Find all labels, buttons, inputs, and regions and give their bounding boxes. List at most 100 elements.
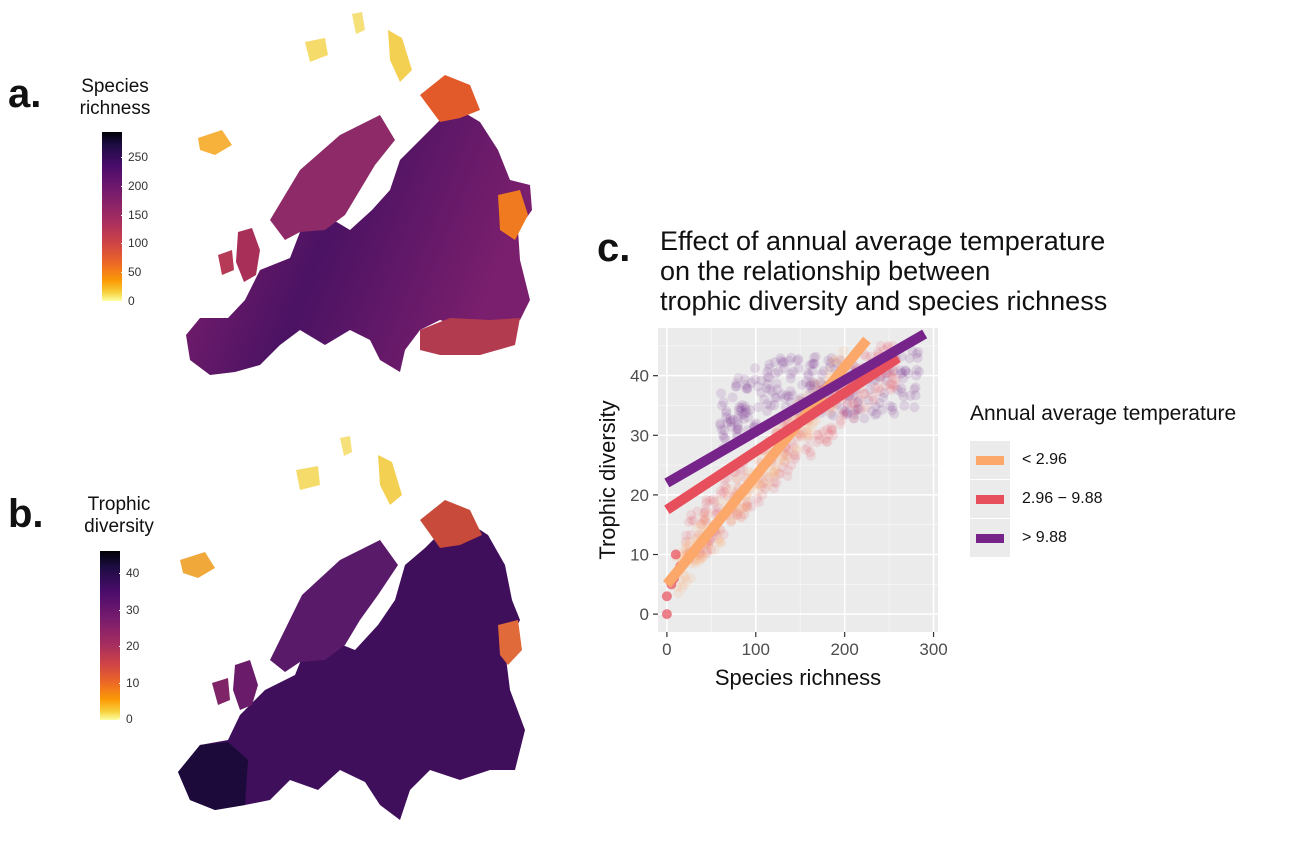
data-point: [764, 472, 775, 483]
data-point: [774, 468, 785, 479]
data-point: [811, 437, 822, 448]
colorbar-tick-label: 0: [119, 712, 133, 726]
data-point: [731, 473, 742, 484]
data-point: [791, 445, 802, 456]
data-point: [740, 408, 751, 419]
data-point: [867, 406, 878, 417]
data-point: [746, 377, 757, 388]
ural-edge: [498, 190, 528, 240]
data-point: [802, 430, 813, 441]
data-point: [911, 370, 922, 381]
data-point: [820, 433, 831, 444]
legend-swatch: [976, 456, 1004, 465]
fit-line: [663, 336, 871, 588]
data-point: [783, 445, 794, 456]
data-point: [768, 466, 779, 477]
data-point: [732, 509, 743, 520]
data-point: [716, 537, 727, 548]
data-point: [911, 349, 922, 360]
data-point: [873, 382, 884, 393]
data-point: [749, 374, 760, 385]
data-point: [886, 369, 897, 380]
europe-mainland: [186, 110, 532, 375]
data-point: [914, 366, 925, 377]
data-point: [716, 424, 727, 435]
data-point: [770, 368, 781, 379]
data-point: [803, 432, 814, 443]
data-point: [732, 474, 743, 485]
trophic-diversity-colorbar: [100, 551, 120, 720]
data-point: [715, 388, 726, 399]
data-point: [828, 355, 839, 366]
data-point: [797, 427, 808, 438]
data-point: [802, 442, 813, 453]
data-point: [724, 414, 735, 425]
data-point: [753, 485, 764, 496]
data-point: [733, 373, 744, 384]
data-point: [773, 366, 784, 377]
fit-line: [664, 353, 901, 514]
data-point: [848, 413, 859, 424]
data-point: [770, 465, 781, 476]
data-point: [739, 401, 750, 412]
data-point: [736, 403, 747, 414]
data-point: [768, 483, 779, 494]
data-point: [821, 437, 832, 448]
colorbar-tick-label: 30: [118, 602, 140, 617]
data-point: [732, 507, 743, 518]
data-point: [725, 416, 736, 427]
data-point: [824, 365, 835, 376]
data-point: [719, 487, 730, 498]
data-point: [807, 366, 818, 377]
data-point: [694, 556, 705, 567]
data-point: [762, 480, 773, 491]
data-point: [788, 441, 799, 452]
colorbar-tick-label: 10: [118, 675, 140, 690]
data-point: [835, 418, 846, 429]
data-point: [683, 517, 694, 528]
data-point: [868, 395, 879, 406]
data-point: [752, 381, 763, 392]
data-point: [701, 548, 712, 559]
northern-russia: [420, 75, 480, 122]
data-point: [753, 402, 764, 413]
data-point: [870, 401, 881, 412]
data-point: [818, 426, 829, 437]
data-point: [828, 410, 839, 421]
data-point: [708, 494, 719, 505]
data-point: [745, 404, 756, 415]
data-point: [769, 400, 780, 411]
data-point: [762, 379, 773, 390]
data-point: [841, 407, 852, 418]
data-point: [686, 515, 697, 526]
data-point: [858, 388, 869, 399]
data-point: [743, 412, 754, 423]
data-point: [714, 496, 725, 507]
data-point: [826, 425, 837, 436]
data-point: [775, 353, 786, 364]
data-point: [827, 424, 838, 435]
data-point: [913, 347, 924, 358]
data-point: [680, 538, 691, 549]
data-point: [805, 377, 816, 388]
data-point: [736, 511, 747, 522]
data-point: [782, 471, 793, 482]
colorbar-tick-label: 50: [120, 265, 142, 280]
data-point: [725, 417, 736, 428]
data-point: [740, 404, 751, 415]
data-point: [726, 421, 737, 432]
data-point: [804, 380, 815, 391]
novaya-zemlya: [388, 30, 412, 82]
data-point: [905, 390, 916, 401]
x-axis-label: Species richness: [715, 665, 881, 690]
data-point: [781, 390, 792, 401]
data-point: [702, 545, 713, 556]
data-point: [809, 378, 820, 389]
chart-title: Effect of annual average temperature on …: [660, 226, 1107, 316]
data-point: [791, 442, 802, 453]
data-point: [766, 467, 777, 478]
data-point: [880, 380, 891, 391]
data-point: [800, 377, 811, 388]
data-point: [700, 513, 711, 524]
colorbar-tick-label: 150: [120, 207, 149, 222]
